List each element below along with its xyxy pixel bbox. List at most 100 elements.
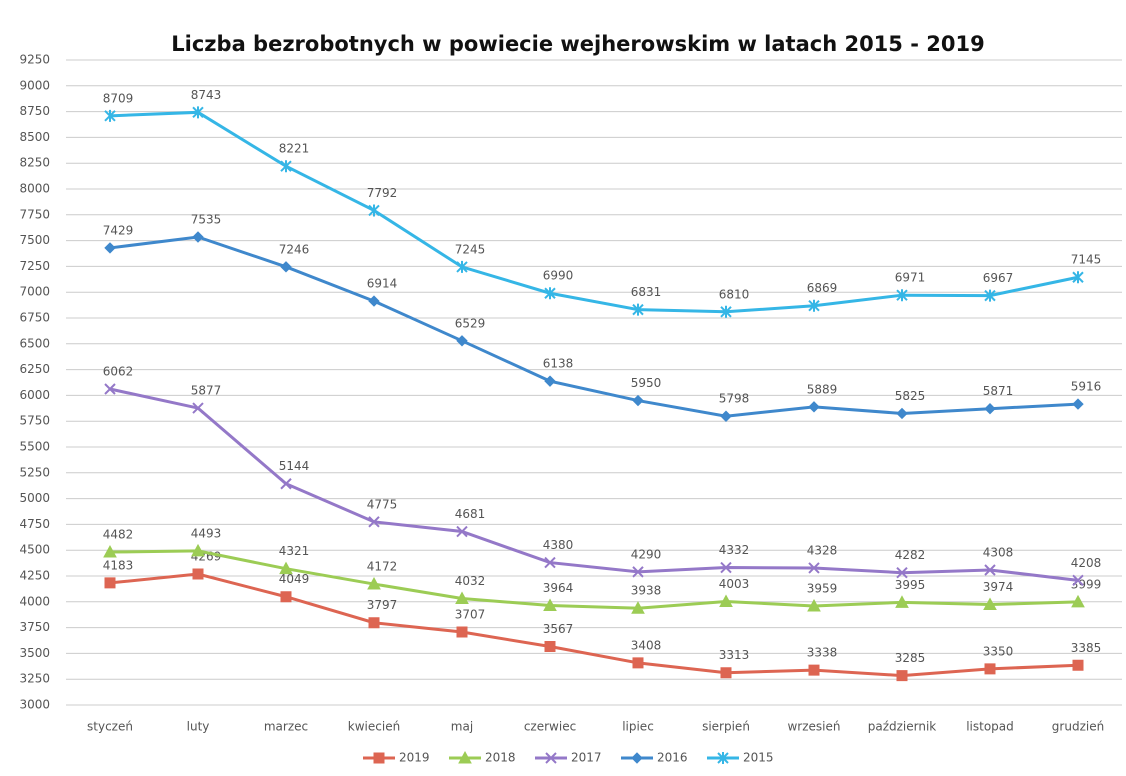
data-point	[192, 231, 204, 243]
y-tick-label: 8750	[19, 104, 50, 118]
x-tick-label: kwiecień	[348, 720, 400, 734]
data-point	[104, 577, 116, 589]
data-point	[544, 556, 556, 569]
data-point	[1072, 574, 1084, 587]
data-label: 4482	[103, 528, 134, 542]
y-tick-label: 6500	[19, 336, 50, 350]
chart-title: Liczba bezrobotnych w powiecie wejherows…	[171, 32, 984, 56]
data-label: 5871	[983, 384, 1014, 398]
data-label: 6529	[455, 316, 486, 330]
data-label: 3938	[631, 584, 662, 598]
data-label: 4172	[367, 560, 398, 574]
data-point	[455, 591, 469, 604]
y-tick-label: 4750	[19, 517, 50, 531]
data-point	[1072, 659, 1084, 671]
data-point	[368, 204, 380, 217]
data-label: 8221	[279, 142, 310, 156]
series-line	[109, 572, 1079, 678]
data-point	[720, 561, 732, 574]
data-label: 4290	[631, 547, 662, 561]
data-label: 7246	[279, 242, 310, 256]
data-point	[720, 305, 732, 318]
legend-marker	[545, 752, 557, 764]
data-label: 6990	[543, 269, 574, 283]
data-point	[544, 375, 556, 387]
data-point	[104, 109, 116, 122]
data-label: 3797	[367, 598, 398, 612]
data-point	[456, 626, 468, 638]
data-point	[632, 657, 644, 669]
data-point	[456, 335, 468, 347]
x-tick-label: październik	[868, 720, 937, 734]
x-tick-label: czerwiec	[524, 720, 576, 734]
data-point	[632, 303, 644, 316]
data-label: 4775	[367, 497, 398, 511]
series-line	[109, 110, 1079, 314]
y-tick-label: 6750	[19, 311, 50, 325]
y-tick-label: 6250	[19, 362, 50, 376]
data-label: 4332	[719, 543, 750, 557]
series-line	[109, 387, 1079, 582]
data-point	[631, 601, 645, 614]
y-tick-label: 3500	[19, 646, 50, 660]
data-label: 7535	[191, 212, 222, 226]
data-label: 7429	[103, 223, 134, 237]
data-point	[720, 410, 732, 422]
x-tick-label: marzec	[264, 720, 308, 734]
data-point	[984, 564, 996, 576]
x-tick-label: lipiec	[622, 720, 654, 734]
data-label: 8709	[103, 91, 134, 105]
data-label: 4321	[279, 544, 310, 558]
data-label: 6971	[895, 271, 926, 285]
data-point	[280, 261, 292, 273]
x-tick-label: styczeń	[87, 720, 133, 734]
data-point	[279, 561, 293, 575]
data-point	[544, 287, 556, 300]
data-point	[280, 478, 292, 490]
y-tick-label: 5000	[19, 491, 50, 505]
y-tick-label: 9250	[19, 53, 50, 67]
y-tick-label: 7250	[19, 259, 50, 273]
y-tick-label: 5500	[19, 440, 50, 454]
y-tick-label: 9000	[19, 78, 50, 92]
data-point	[984, 403, 996, 415]
data-point	[191, 543, 205, 557]
data-label: 4308	[983, 546, 1014, 560]
data-label: 5950	[631, 376, 662, 390]
series-line	[109, 235, 1079, 418]
data-point	[896, 407, 908, 420]
data-label: 3974	[983, 580, 1014, 594]
data-label: 3408	[631, 638, 662, 652]
data-point	[103, 545, 117, 558]
data-point	[368, 516, 380, 528]
legend-marker	[717, 752, 729, 764]
data-label: 5144	[279, 459, 310, 473]
data-point	[1072, 398, 1084, 410]
legend-marker	[631, 752, 643, 764]
data-point	[632, 566, 644, 578]
y-tick-label: 6000	[19, 388, 50, 402]
y-tick-label: 7000	[19, 285, 50, 299]
data-label: 3350	[983, 644, 1014, 658]
data-point	[544, 640, 556, 652]
y-tick-label: 5750	[19, 414, 50, 428]
data-point	[896, 566, 908, 579]
data-point	[368, 617, 380, 629]
data-label: 4003	[719, 577, 750, 591]
y-tick-label: 4500	[19, 543, 50, 557]
y-tick-label: 3250	[19, 672, 50, 686]
data-label: 6062	[103, 365, 134, 379]
data-label: 4380	[543, 538, 574, 552]
y-tick-label: 8500	[19, 130, 50, 144]
data-label: 5877	[191, 384, 222, 398]
series-line	[109, 549, 1079, 610]
data-point	[543, 598, 557, 612]
data-label: 5798	[719, 392, 750, 406]
data-label: 3995	[895, 578, 926, 592]
data-point	[808, 664, 820, 676]
data-label: 6831	[631, 285, 662, 299]
data-point	[719, 594, 733, 607]
data-point	[368, 295, 380, 307]
data-label: 6138	[543, 357, 574, 371]
data-label: 3567	[543, 622, 574, 636]
